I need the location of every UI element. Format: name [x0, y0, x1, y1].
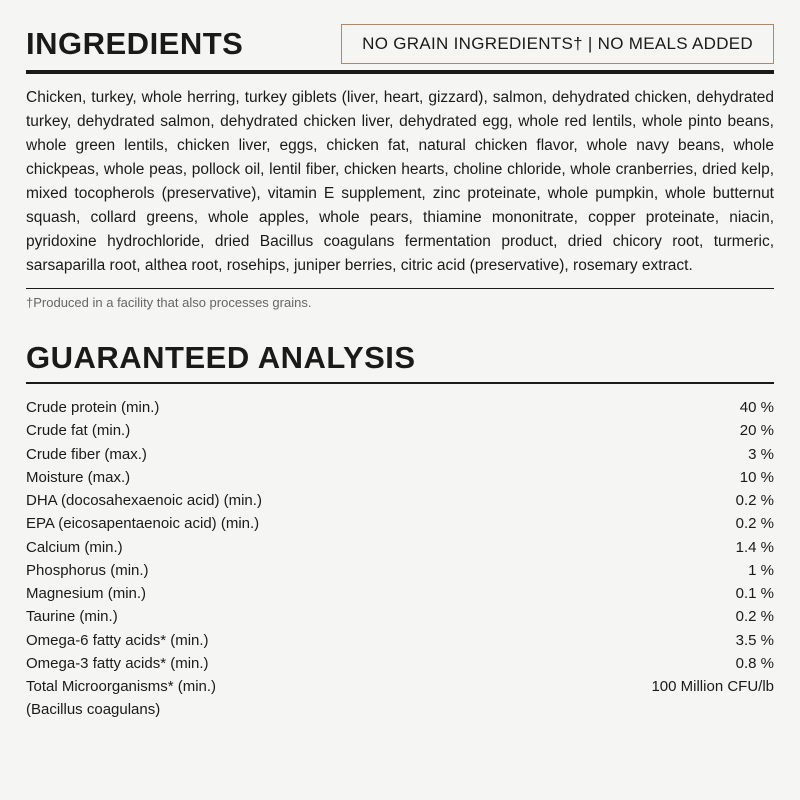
- ingredients-divider: [26, 288, 774, 289]
- analysis-row: Phosphorus (min.)1 %: [26, 559, 774, 582]
- ingredients-text: Chicken, turkey, whole herring, turkey g…: [26, 86, 774, 278]
- analysis-row: Omega-6 fatty acids* (min.)3.5 %: [26, 629, 774, 652]
- analysis-label: Phosphorus (min.): [26, 559, 748, 582]
- analysis-value: 10 %: [740, 466, 774, 489]
- analysis-row: Crude fiber (max.)3 %: [26, 443, 774, 466]
- analysis-value: 0.8 %: [736, 652, 774, 675]
- analysis-title: GUARANTEED ANALYSIS: [26, 340, 774, 376]
- analysis-label: Magnesium (min.): [26, 582, 736, 605]
- analysis-label: Moisture (max.): [26, 466, 740, 489]
- ingredients-badge: NO GRAIN INGREDIENTS† | NO MEALS ADDED: [341, 24, 774, 64]
- analysis-label: Crude fiber (max.): [26, 443, 748, 466]
- analysis-row: DHA (docosahexaenoic acid) (min.)0.2 %: [26, 489, 774, 512]
- analysis-row: (Bacillus coagulans): [26, 698, 774, 721]
- analysis-value: 0.2 %: [736, 605, 774, 628]
- analysis-row: EPA (eicosapentaenoic acid) (min.)0.2 %: [26, 512, 774, 535]
- ingredients-title: INGREDIENTS: [26, 26, 243, 62]
- analysis-label: Omega-6 fatty acids* (min.): [26, 629, 736, 652]
- analysis-value: 0.1 %: [736, 582, 774, 605]
- analysis-value: 1.4 %: [736, 536, 774, 559]
- analysis-table: Crude protein (min.)40 %Crude fat (min.)…: [26, 396, 774, 722]
- analysis-label: Calcium (min.): [26, 536, 736, 559]
- ingredients-rule: [26, 70, 774, 74]
- analysis-rule: [26, 382, 774, 384]
- analysis-value: 3 %: [748, 443, 774, 466]
- analysis-label: EPA (eicosapentaenoic acid) (min.): [26, 512, 736, 535]
- ingredients-footnote: †Produced in a facility that also proces…: [26, 295, 774, 310]
- analysis-label: Crude fat (min.): [26, 419, 740, 442]
- analysis-row: Total Microorganisms* (min.)100 Million …: [26, 675, 774, 698]
- analysis-value: 0.2 %: [736, 489, 774, 512]
- analysis-row: Crude protein (min.)40 %: [26, 396, 774, 419]
- analysis-label: DHA (docosahexaenoic acid) (min.): [26, 489, 736, 512]
- analysis-row: Calcium (min.)1.4 %: [26, 536, 774, 559]
- analysis-value: 40 %: [740, 396, 774, 419]
- analysis-label: Total Microorganisms* (min.): [26, 675, 651, 698]
- analysis-row: Crude fat (min.)20 %: [26, 419, 774, 442]
- analysis-label: (Bacillus coagulans): [26, 698, 774, 721]
- ingredients-header: INGREDIENTS NO GRAIN INGREDIENTS† | NO M…: [26, 24, 774, 64]
- analysis-value: 1 %: [748, 559, 774, 582]
- analysis-value: 20 %: [740, 419, 774, 442]
- analysis-label: Crude protein (min.): [26, 396, 740, 419]
- analysis-value: 0.2 %: [736, 512, 774, 535]
- analysis-label: Taurine (min.): [26, 605, 736, 628]
- analysis-label: Omega-3 fatty acids* (min.): [26, 652, 736, 675]
- analysis-row: Moisture (max.)10 %: [26, 466, 774, 489]
- analysis-row: Magnesium (min.)0.1 %: [26, 582, 774, 605]
- analysis-row: Omega-3 fatty acids* (min.)0.8 %: [26, 652, 774, 675]
- analysis-value: 100 Million CFU/lb: [651, 675, 774, 698]
- analysis-value: 3.5 %: [736, 629, 774, 652]
- analysis-row: Taurine (min.)0.2 %: [26, 605, 774, 628]
